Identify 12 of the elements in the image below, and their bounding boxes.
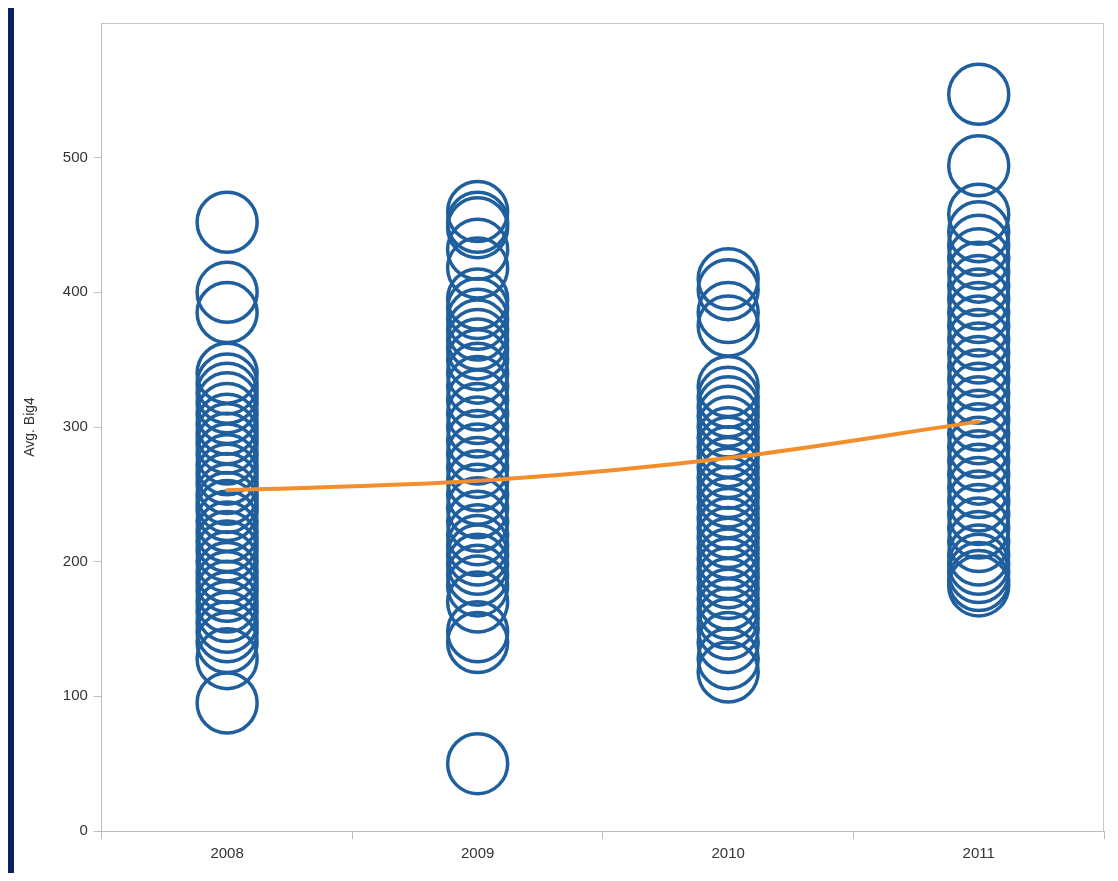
x-tick-label: 2011 xyxy=(962,844,995,862)
line-series xyxy=(225,419,981,493)
x-tick-label: 2008 xyxy=(210,844,244,862)
y-tick-label: 100 xyxy=(62,686,88,704)
y-axis-title: Avg. Big4 xyxy=(21,396,38,457)
y-tick-label: 0 xyxy=(79,821,88,839)
x-tick-label: 2010 xyxy=(711,844,745,862)
y-tick-label: 500 xyxy=(62,147,88,165)
x-tick-label: 2009 xyxy=(460,844,495,862)
y-tick-label: 400 xyxy=(62,282,88,300)
y-tick-label: 200 xyxy=(62,551,88,569)
y-tick-label: 300 xyxy=(62,417,88,435)
